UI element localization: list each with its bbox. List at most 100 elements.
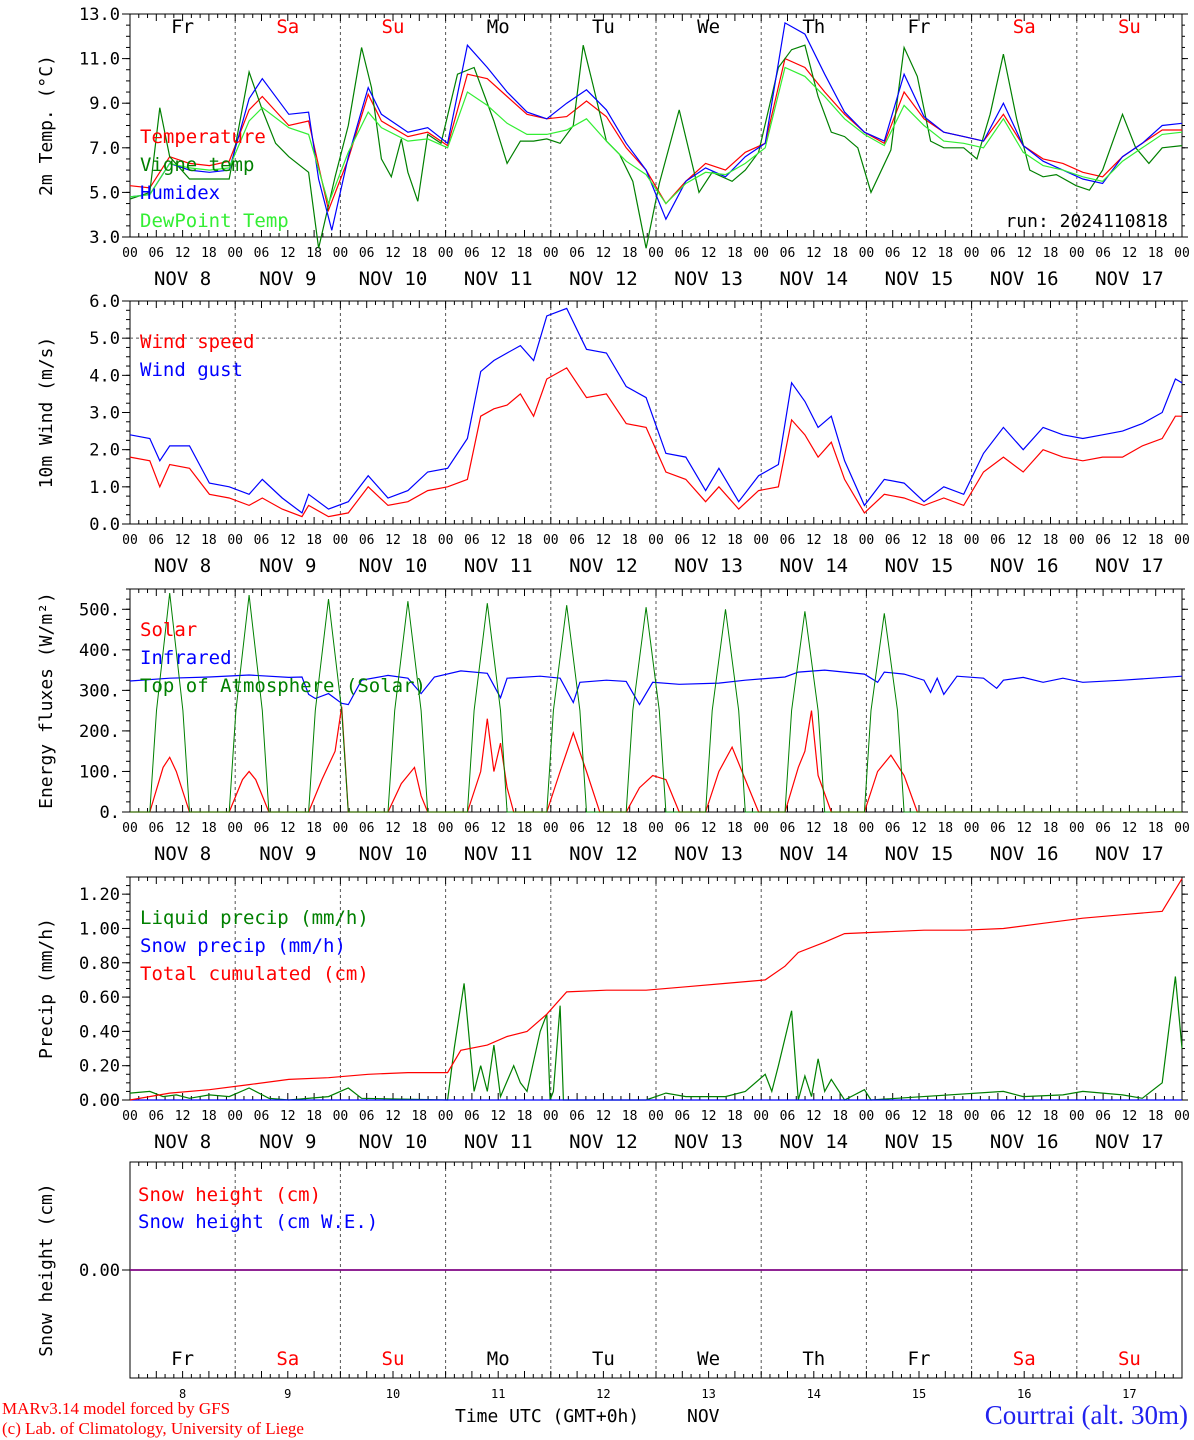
x-hour-label: 18 [1148,246,1164,261]
x-hour-label: 12 [490,246,506,261]
x-hour-label: 06 [780,533,796,548]
day-abbr-label: Su [382,1348,405,1370]
day-abbr-label: Su [382,16,405,38]
day-number-label: 17 [1122,1387,1136,1401]
x-hour-label: 12 [806,533,822,548]
y-axis-label: Precip (mm/h) [36,918,57,1059]
series-line-vigne-temp [129,44,1183,249]
y-tick-label: 0.40 [79,1022,120,1042]
x-hour-label: 00 [333,821,349,836]
series-line-infrared [129,669,1183,706]
x-hour-label: 12 [1016,1109,1032,1124]
day-number-label: 10 [386,1387,400,1401]
x-date-label: NOV 9 [259,555,316,577]
day-abbr-label: Th [802,16,825,38]
x-date-label: NOV 8 [154,1131,211,1153]
y-tick-label: 300. [79,681,120,701]
day-abbr-label: Sa [276,16,299,38]
x-hour-label: 06 [254,821,270,836]
day-abbr-label: Su [1118,16,1141,38]
run-label: run: 2024110818 [1005,211,1168,232]
x-hour-label: 18 [937,533,953,548]
series-line-humidex [129,21,1183,231]
x-date-label: NOV 13 [674,1131,743,1153]
x-hour-label: 12 [280,1109,296,1124]
day-number-label: 14 [807,1387,821,1401]
day-abbr-label: Fr [171,16,194,38]
day-abbr-label: Sa [1013,16,1036,38]
plot-frame [129,13,1183,238]
y-tick-label: 11.0 [79,50,120,70]
x-hour-label: 18 [1043,1109,1059,1124]
x-date-label: NOV 17 [1095,843,1164,865]
x-hour-label: 00 [1174,1109,1190,1124]
x-hour-label: 00 [543,246,559,261]
x-hour-label: 00 [859,821,875,836]
x-hour-label: 18 [1043,533,1059,548]
x-hour-label: 12 [701,1109,717,1124]
x-hour-label: 06 [990,1109,1006,1124]
y-tick-label: 200. [79,722,120,742]
panel-energy: 0. 100. 200. 300. 400. 500. 00 06 12 18 NOV 8 00 06 1… [36,588,1190,865]
x-hour-label: 00 [753,821,769,836]
x-hour-label: 06 [1095,821,1111,836]
x-hour-label: 18 [1043,821,1059,836]
x-hour-label: 18 [201,821,217,836]
month-label: NOV [687,1406,720,1427]
y-tick-label: 100. [79,762,120,782]
y-tick-label: 0.00 [79,1091,120,1111]
x-hour-label: 18 [517,533,533,548]
y-tick-label: 1.20 [79,885,120,905]
x-hour-label: 06 [1095,1109,1111,1124]
x-hour-label: 06 [464,821,480,836]
x-hour-label: 00 [227,821,243,836]
legend-entry: Vigne temp [140,154,254,176]
x-hour-label: 12 [596,1109,612,1124]
x-hour-label: 06 [780,1109,796,1124]
x-hour-label: 06 [569,821,585,836]
x-hour-label: 00 [859,533,875,548]
x-hour-label: 18 [201,246,217,261]
x-hour-label: 06 [885,246,901,261]
x-hour-label: 12 [806,821,822,836]
x-hour-label: 18 [411,533,427,548]
x-hour-label: 00 [859,1109,875,1124]
x-hour-label: 12 [1016,821,1032,836]
x-date-label: NOV 11 [464,268,533,290]
legend-entry: Humidex [140,182,220,204]
x-date-label: NOV 12 [569,555,638,577]
x-hour-label: 18 [832,246,848,261]
x-hour-label: 00 [122,246,138,261]
x-hour-label: 00 [964,246,980,261]
day-abbr-label: Tu [592,1348,615,1370]
legend-entry: DewPoint Temp [140,210,289,232]
x-hour-label: 18 [1043,246,1059,261]
y-tick-label: 0.00 [79,1261,120,1281]
x-hour-label: 00 [648,533,664,548]
x-hour-label: 06 [674,246,690,261]
day-abbr-label: Th [802,1348,825,1370]
x-date-label: NOV 16 [990,555,1059,577]
x-date-label: NOV 11 [464,843,533,865]
panel-precip: 0.00 0.20 0.40 0.60 0.80 1.00 1.20 00 06 12 18 NOV … [36,876,1190,1153]
x-hour-label: 00 [964,533,980,548]
x-hour-label: 18 [832,1109,848,1124]
x-hour-label: 00 [333,246,349,261]
x-hour-label: 06 [148,533,164,548]
x-hour-label: 00 [438,533,454,548]
x-date-label: NOV 8 [154,268,211,290]
x-hour-label: 00 [1069,1109,1085,1124]
series-line-temperature [129,57,1182,213]
x-hour-label: 12 [1016,533,1032,548]
x-hour-label: 00 [964,821,980,836]
x-hour-label: 00 [753,246,769,261]
model-credit: MARv3.14 model forced by GFS [2,1399,231,1418]
x-hour-label: 00 [753,1109,769,1124]
x-hour-label: 06 [464,533,480,548]
y-tick-label: 3.0 [89,404,120,424]
x-hour-label: 18 [1148,1109,1164,1124]
x-date-label: NOV 17 [1095,555,1164,577]
x-hour-label: 18 [306,246,322,261]
x-hour-label: 00 [122,821,138,836]
